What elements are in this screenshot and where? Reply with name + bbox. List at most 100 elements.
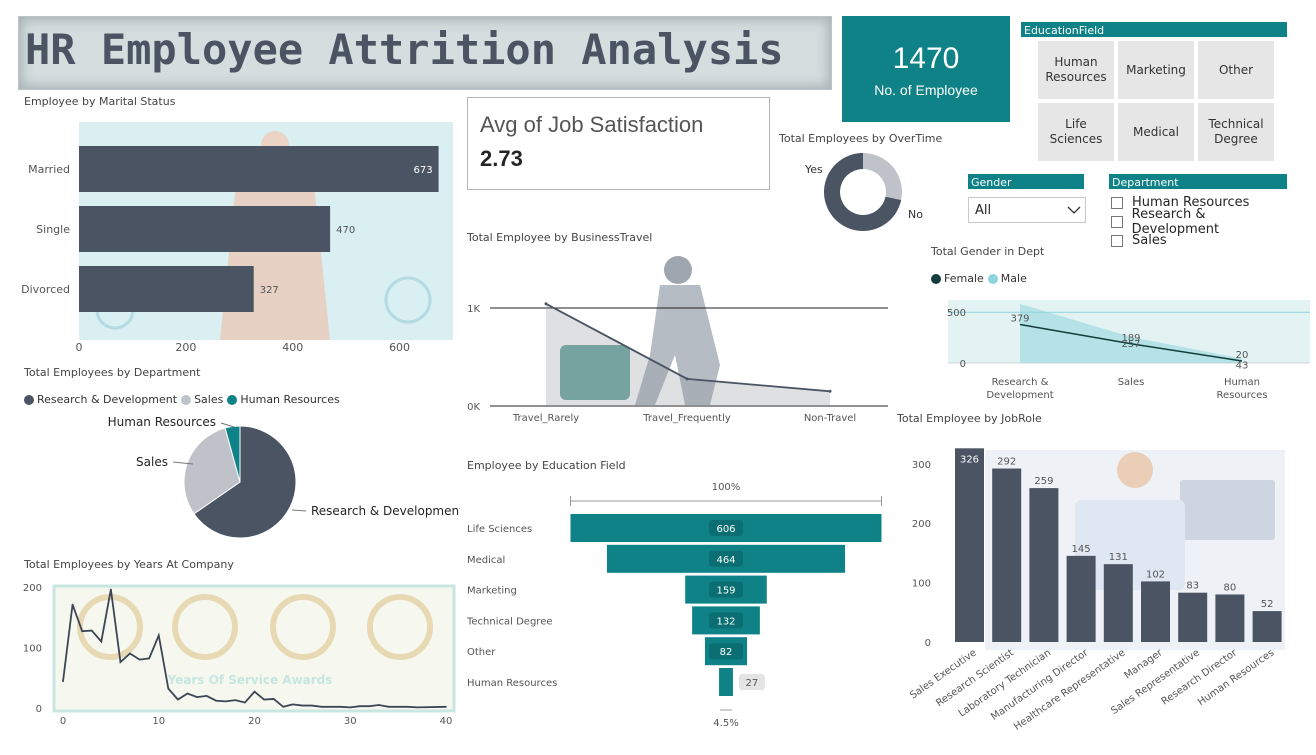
funnel-label-chip — [709, 520, 743, 536]
employee-count-label: No. of Employee — [874, 82, 978, 98]
marital-bar-single — [79, 206, 331, 252]
jobrole-bar-healthcare-representative — [1103, 564, 1133, 642]
education-tile-medical[interactable]: Medical — [1118, 103, 1194, 161]
jobrole-data-label: 326 — [960, 454, 979, 465]
years-point — [205, 695, 208, 697]
education-tile-life-sciences[interactable]: Life Sciences — [1038, 103, 1114, 161]
years-point — [196, 696, 198, 698]
gender-dropdown[interactable]: All — [968, 197, 1086, 223]
years-point — [100, 640, 103, 643]
years-point — [177, 698, 179, 701]
education-tile-line: Marketing — [1126, 62, 1186, 77]
years-point — [157, 634, 160, 637]
female-legend-dot — [931, 273, 941, 284]
jobrole-data-label: 292 — [997, 457, 1016, 468]
years-point — [282, 705, 285, 708]
gender-dept-chart-title: Total Gender in Dept — [931, 245, 1045, 258]
years-chart-title: Total Employees by Years At Company — [24, 558, 234, 571]
female-data-label: 379 — [1010, 313, 1029, 324]
department-legend-dot — [227, 394, 238, 405]
marital-x-tick: 400 — [282, 341, 303, 354]
jobrole-data-label: 102 — [1146, 569, 1165, 580]
travel-x-label: Travel_Rarely — [512, 413, 579, 424]
years-point — [138, 658, 141, 661]
funnel-category-label: Technical Degree — [466, 616, 553, 627]
female-line — [1019, 323, 1243, 362]
department-legend-label: Research & Development — [37, 393, 178, 406]
years-point — [292, 703, 294, 706]
years-point — [359, 705, 361, 707]
gender-slicer-header: Gender — [968, 174, 1084, 189]
years-point — [71, 603, 74, 606]
female-data-label: 189 — [1121, 333, 1140, 344]
years-point — [320, 705, 323, 708]
years-background-text: Years Of Service Awards — [167, 673, 333, 687]
gender-dropdown-value: All — [975, 203, 992, 218]
funnel-bar-human-resources — [719, 668, 733, 696]
jobrole-data-label: 131 — [1109, 552, 1128, 563]
job-satisfaction-title: Avg of Job Satisfaction — [480, 112, 704, 137]
travel-x-label: Non-Travel — [804, 413, 856, 424]
jobrole-y-tick: 0 — [925, 638, 931, 649]
jobrole-y-tick: 200 — [912, 519, 931, 530]
department-option-label: Human Resources — [1132, 195, 1250, 210]
jobrole-bar-sales-representative — [1178, 592, 1208, 642]
gender-x-label: Sales — [1118, 377, 1145, 388]
jobrole-bar-laboratory-technician — [1029, 488, 1059, 642]
years-point — [129, 652, 131, 655]
funnel-data-label: 132 — [716, 616, 735, 627]
education-tile-label: Technical Degree — [1208, 117, 1263, 147]
years-y-tick: 0 — [36, 704, 42, 715]
checkbox-icon — [1111, 215, 1123, 228]
years-point — [311, 704, 313, 707]
education-funnel-chart: 100% Life Sciences 606 Medical 464 Marketing 1… — [466, 482, 882, 729]
funnel-data-label: 159 — [716, 586, 735, 597]
years-point — [368, 705, 371, 707]
years-x-tick: 30 — [344, 716, 357, 727]
marital-data-label: 470 — [336, 225, 355, 236]
male-legend-dot — [987, 273, 998, 284]
department-options: Human Resources Research & Development Sal… — [1111, 193, 1291, 250]
employee-count-card: 1470 No. of Employee — [842, 16, 1010, 122]
travel-y-tick: 1K — [467, 304, 480, 315]
jobrole-bar-human-resources — [1252, 611, 1282, 642]
education-tile-line: Degree — [1214, 132, 1258, 146]
years-point — [224, 700, 227, 703]
gender-x-label: Human — [1224, 377, 1260, 388]
education-tile-marketing[interactable]: Marketing — [1118, 41, 1194, 99]
years-x-tick: 40 — [440, 716, 453, 727]
education-tile-line: Other — [1218, 62, 1254, 77]
marital-x-tick: 600 — [389, 341, 410, 354]
years-point — [301, 704, 304, 707]
department-option-sales[interactable]: Sales — [1111, 231, 1291, 250]
department-option-research-development[interactable]: Research & Development — [1111, 207, 1291, 237]
department-chart-title: Total Employees by Department — [24, 366, 201, 379]
travel-x-label: Travel_Frequently — [642, 413, 731, 424]
funnel-data-label: 464 — [716, 555, 735, 566]
department-option-human-resources[interactable]: Human Resources — [1111, 193, 1291, 212]
education-tile-other[interactable]: Other — [1198, 41, 1274, 99]
years-point — [148, 657, 150, 660]
male-data-label: 43 — [1236, 361, 1249, 372]
title-banner: HR Employee Attrition Analysis — [18, 16, 832, 90]
education-tile-line: Resources — [1045, 70, 1107, 84]
years-point — [272, 698, 275, 700]
department-legend-dot — [181, 394, 192, 405]
overtime-label-yes: Yes — [804, 163, 823, 176]
years-at-company-chart: Years Of Service Awards 0 100 200 0 10 20 30 40 — [23, 583, 456, 727]
checkbox-icon — [1111, 234, 1123, 247]
jobrole-bar-sales-executive — [955, 448, 984, 642]
education-tile-line: Life — [1065, 117, 1087, 131]
education-tile-human-resources[interactable]: Human Resources — [1038, 41, 1114, 99]
education-tile-label: Marketing — [1126, 63, 1186, 78]
department-slice-research-development — [193, 425, 297, 539]
employee-count-value: 1470 — [892, 42, 960, 75]
travel-area — [546, 303, 830, 406]
funnel-label-chip — [709, 581, 743, 598]
education-field-slicer-header: EducationField — [1021, 22, 1287, 37]
jobrole-bar-manufacturing-director — [1066, 555, 1096, 642]
education-chart-title: Employee by Education Field — [467, 459, 626, 472]
education-tile-technical-degree[interactable]: Technical Degree — [1198, 103, 1274, 161]
jobrole-data-label: 83 — [1186, 581, 1199, 592]
